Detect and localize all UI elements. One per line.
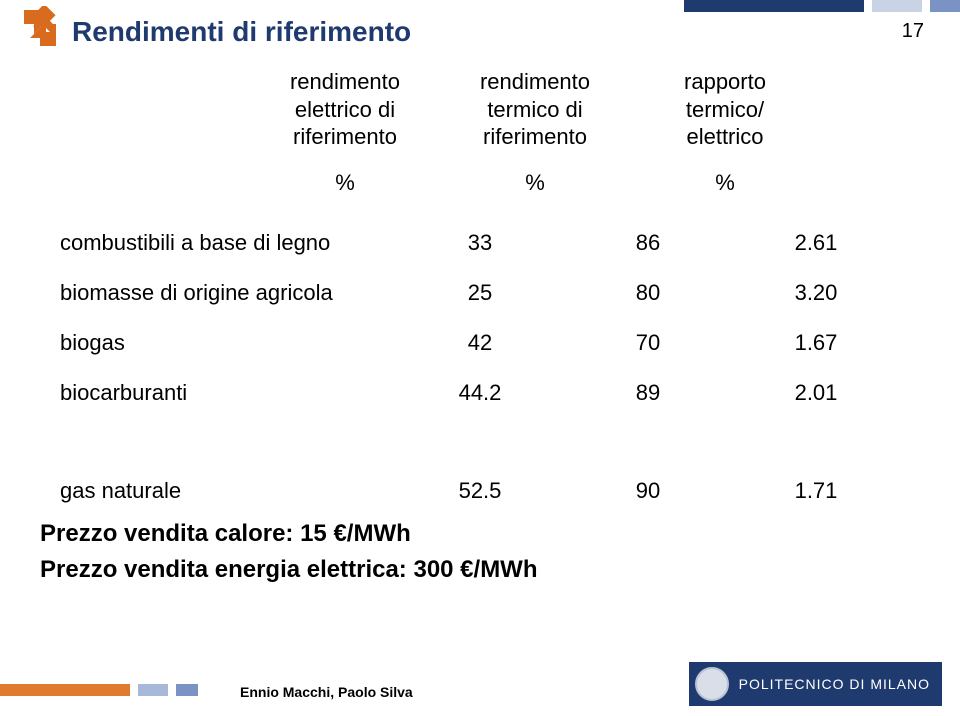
- row-value: 3.20: [732, 280, 900, 306]
- page-number: 17: [902, 20, 924, 43]
- row-value: 89: [564, 380, 732, 406]
- header-accent-bar: [684, 0, 960, 12]
- unit-cell: %: [250, 170, 440, 196]
- col-header-line: riferimento: [440, 123, 630, 151]
- row-value: 25: [396, 280, 564, 306]
- arrow-logo-icon: [18, 6, 62, 50]
- col-header-3: rapporto termico/ elettrico: [630, 68, 820, 151]
- table-row: combustibili a base di legno33862.61: [60, 230, 900, 256]
- price-note-heat: Prezzo vendita calore: 15 €/MWh: [40, 520, 411, 548]
- row-value: 1.67: [732, 330, 900, 356]
- institution-seal-icon: [695, 667, 729, 701]
- footer: Ennio Macchi, Paolo Silva POLITECNICO DI…: [0, 656, 960, 716]
- row-value: 42: [396, 330, 564, 356]
- row-value: 70: [564, 330, 732, 356]
- header-bar-mid: [930, 0, 960, 12]
- header-bar-navy: [684, 0, 864, 12]
- data-table: combustibili a base di legno33862.61 biom…: [60, 230, 900, 430]
- row-value: 33: [396, 230, 564, 256]
- row-value: 2.01: [732, 380, 900, 406]
- col-header-line: riferimento: [250, 123, 440, 151]
- header-bar-light: [872, 0, 922, 12]
- row-value: 52.5: [396, 478, 564, 504]
- row-value: 2.61: [732, 230, 900, 256]
- row-value: 80: [564, 280, 732, 306]
- col-header-2: rendimento termico di riferimento: [440, 68, 630, 151]
- table-row: biocarburanti44.2892.01: [60, 380, 900, 406]
- slide-title: Rendimenti di riferimento: [72, 16, 411, 48]
- row-value: 44.2: [396, 380, 564, 406]
- col-header-line: termico di: [440, 96, 630, 124]
- unit-row: % % %: [250, 170, 820, 196]
- table-row: biogas42701.67: [60, 330, 900, 356]
- row-value: 90: [564, 478, 732, 504]
- price-note-electric: Prezzo vendita energia elettrica: 300 €/…: [40, 556, 538, 584]
- table-row: biomasse di origine agricola25803.20: [60, 280, 900, 306]
- col-header-line: rendimento: [250, 68, 440, 96]
- col-header-1: rendimento elettrico di riferimento: [250, 68, 440, 151]
- unit-cell: %: [440, 170, 630, 196]
- row-label: biocarburanti: [60, 380, 396, 406]
- footer-bar-lightblue: [138, 684, 168, 696]
- column-headers: rendimento elettrico di riferimento rend…: [250, 68, 820, 151]
- col-header-line: termico/: [630, 96, 820, 124]
- row-label: biomasse di origine agricola: [60, 280, 396, 306]
- institution-name: POLITECNICO DI MILANO: [739, 676, 930, 692]
- unit-cell: %: [630, 170, 820, 196]
- gas-row: gas naturale 52.5 90 1.71: [60, 478, 900, 504]
- institution-badge: POLITECNICO DI MILANO: [689, 662, 942, 706]
- row-label: biogas: [60, 330, 396, 356]
- authors: Ennio Macchi, Paolo Silva: [240, 684, 413, 700]
- col-header-line: rendimento: [440, 68, 630, 96]
- row-value: 1.71: [732, 478, 900, 504]
- footer-accent-bar: [0, 684, 198, 696]
- footer-bar-orange: [0, 684, 130, 696]
- col-header-line: elettrico di: [250, 96, 440, 124]
- row-label: gas naturale: [60, 478, 396, 504]
- col-header-line: elettrico: [630, 123, 820, 151]
- row-label: combustibili a base di legno: [60, 230, 396, 256]
- footer-bar-midblue: [176, 684, 198, 696]
- row-value: 86: [564, 230, 732, 256]
- col-header-line: rapporto: [630, 68, 820, 96]
